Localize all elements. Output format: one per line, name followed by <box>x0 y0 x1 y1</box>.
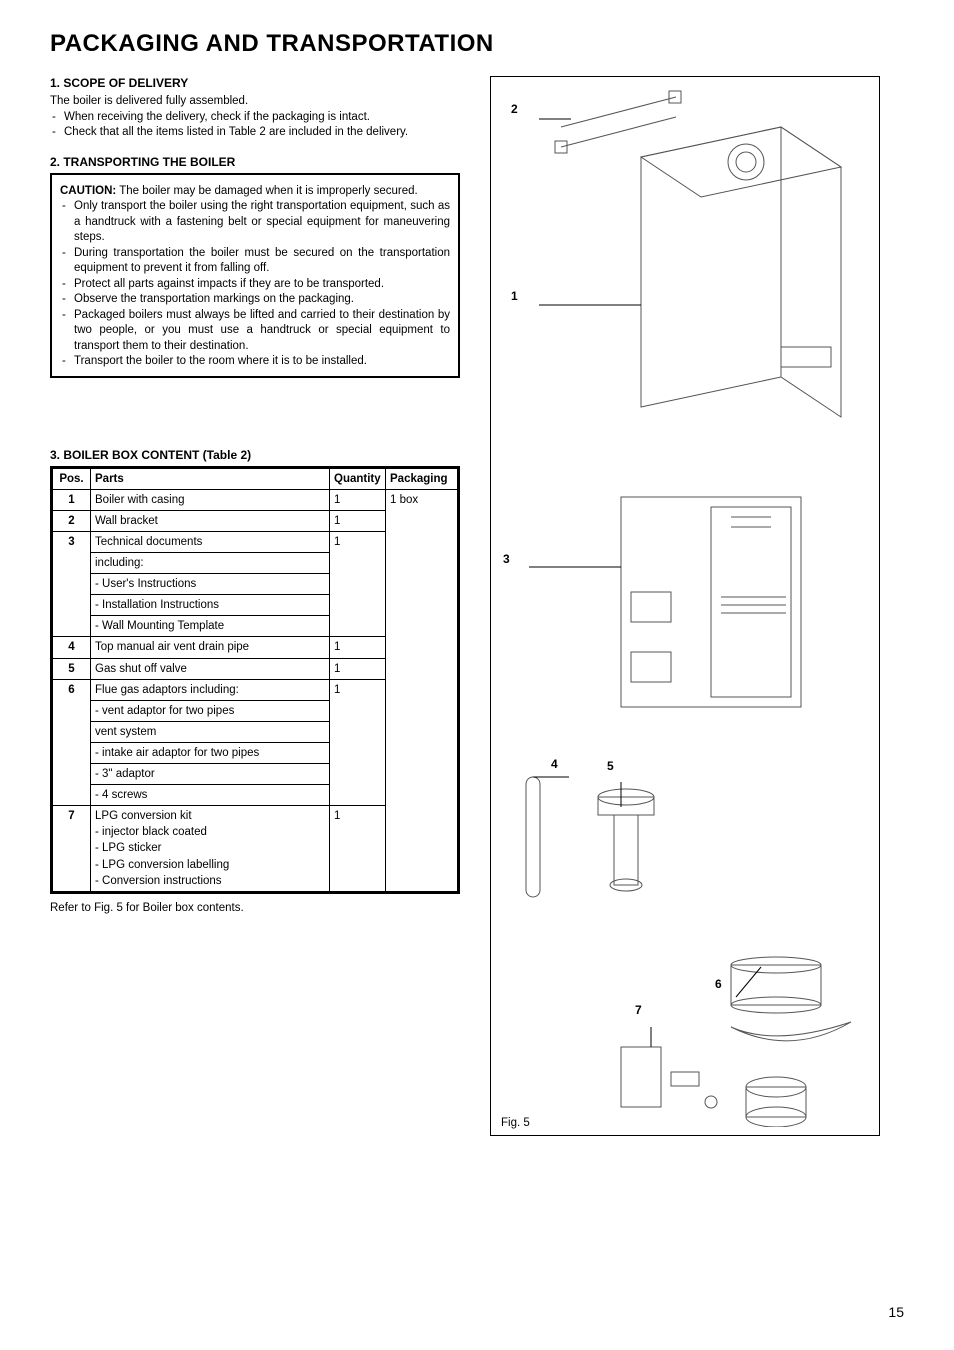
cell-qty: 1 <box>330 510 386 531</box>
cell-parts: LPG conversion kit- injector black coate… <box>91 806 330 891</box>
cell-qty: 1 <box>330 637 386 658</box>
table-2-wrap: Pos. Parts Quantity Packaging 1Boiler wi… <box>50 466 460 894</box>
callout-7: 7 <box>635 1003 642 1017</box>
section-boiler-box-content: 3. BOILER BOX CONTENT (Table 2) Pos. Par… <box>50 448 460 914</box>
callout-6: 6 <box>715 977 722 991</box>
col-header-parts: Parts <box>91 468 330 489</box>
figure-5-svg <box>501 87 871 1127</box>
table-footnote: Refer to Fig. 5 for Boiler box contents. <box>50 902 460 914</box>
list-item: Protect all parts against impacts if the… <box>60 277 450 293</box>
caution-label: CAUTION: <box>60 185 116 197</box>
cell-pos: 3 <box>53 532 91 637</box>
cell-parts-sub: - 4 screws <box>91 785 330 806</box>
col-header-qty: Quantity <box>330 468 386 489</box>
cell-parts: Gas shut off valve <box>91 658 330 679</box>
cell-parts: Wall bracket <box>91 510 330 531</box>
cell-qty: 1 <box>330 679 386 806</box>
page-title: PACKAGING AND TRANSPORTATION <box>50 30 904 58</box>
callout-1: 1 <box>511 289 518 303</box>
figure-caption: Fig. 5 <box>501 1117 530 1129</box>
list-item: Transport the boiler to the room where i… <box>60 354 450 370</box>
list-item: Only transport the boiler using the righ… <box>60 199 450 246</box>
caution-box: CAUTION: The boiler may be damaged when … <box>50 173 460 378</box>
list-item: Check that all the items listed in Table… <box>50 125 460 141</box>
cell-parts-sub: - 3" adaptor <box>91 764 330 785</box>
section3-heading: 3. BOILER BOX CONTENT (Table 2) <box>50 448 460 462</box>
table-header-row: Pos. Parts Quantity Packaging <box>53 468 458 489</box>
section1-bullets: When receiving the delivery, check if th… <box>50 110 460 141</box>
cell-qty: 1 <box>330 658 386 679</box>
callout-5: 5 <box>607 759 614 773</box>
cell-parts: Technical documents <box>91 532 330 553</box>
two-column-layout: 1. SCOPE OF DELIVERY The boiler is deliv… <box>50 76 904 1136</box>
cell-pos: 4 <box>53 637 91 658</box>
cell-parts: Boiler with casing <box>91 489 330 510</box>
cell-pos: 6 <box>53 679 91 806</box>
figure-5: 2 1 3 4 5 6 7 Fig. 5 <box>490 76 880 1136</box>
cell-pos: 2 <box>53 510 91 531</box>
cell-qty: 1 <box>330 489 386 510</box>
section2-heading: 2. TRANSPORTING THE BOILER <box>50 155 460 169</box>
list-item: During transportation the boiler must be… <box>60 246 450 277</box>
cell-parts: Flue gas adaptors including: <box>91 679 330 700</box>
list-item: When receiving the delivery, check if th… <box>50 110 460 126</box>
cell-pos: 1 <box>53 489 91 510</box>
table-2: Pos. Parts Quantity Packaging 1Boiler wi… <box>52 468 458 892</box>
cell-pos: 5 <box>53 658 91 679</box>
cell-pkg: 1 box <box>386 489 458 891</box>
list-item: Observe the transportation markings on t… <box>60 292 450 308</box>
page-number: 15 <box>888 1304 904 1320</box>
caution-text: The boiler may be damaged when it is imp… <box>116 185 418 197</box>
cell-parts-sub: - vent adaptor for two pipes <box>91 700 330 721</box>
cell-parts-sub: including: <box>91 553 330 574</box>
cell-parts-sub: - intake air adaptor for two pipes <box>91 742 330 763</box>
callout-2: 2 <box>511 102 518 116</box>
callout-3: 3 <box>503 552 510 566</box>
section1-heading: 1. SCOPE OF DELIVERY <box>50 76 460 90</box>
cell-parts-sub: - User's Instructions <box>91 574 330 595</box>
section1-intro: The boiler is delivered fully assembled. <box>50 94 460 110</box>
cell-parts-sub: - Wall Mounting Template <box>91 616 330 637</box>
cell-qty: 1 <box>330 806 386 891</box>
section2-bullets: Only transport the boiler using the righ… <box>60 199 450 370</box>
col-header-pkg: Packaging <box>386 468 458 489</box>
cell-qty: 1 <box>330 532 386 637</box>
left-column: 1. SCOPE OF DELIVERY The boiler is deliv… <box>50 76 460 1136</box>
cell-parts: Top manual air vent drain pipe <box>91 637 330 658</box>
table-row: 1Boiler with casing11 box <box>53 489 458 510</box>
list-item: Packaged boilers must always be lifted a… <box>60 308 450 355</box>
callout-4: 4 <box>551 757 558 771</box>
cell-parts-sub: - Installation Instructions <box>91 595 330 616</box>
right-column: 2 1 3 4 5 6 7 Fig. 5 <box>490 76 904 1136</box>
cell-pos: 7 <box>53 806 91 891</box>
col-header-pos: Pos. <box>53 468 91 489</box>
cell-parts-sub: vent system <box>91 721 330 742</box>
section-scope-of-delivery: 1. SCOPE OF DELIVERY The boiler is deliv… <box>50 76 460 141</box>
section-transporting: 2. TRANSPORTING THE BOILER CAUTION: The … <box>50 155 460 378</box>
